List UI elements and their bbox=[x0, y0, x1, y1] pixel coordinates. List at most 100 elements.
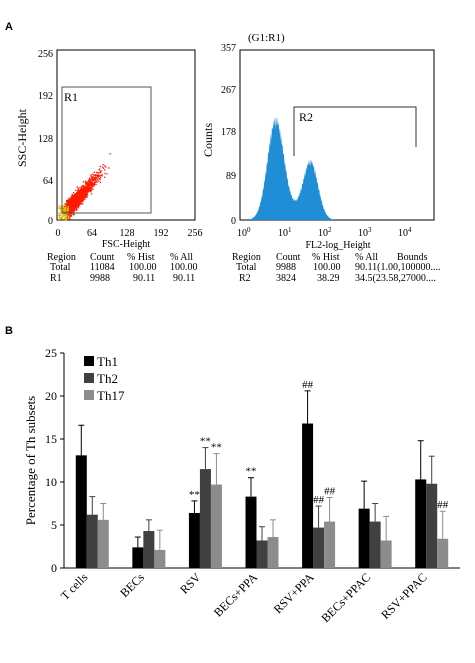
scatter-point bbox=[81, 199, 83, 201]
scatter-point bbox=[81, 191, 83, 193]
scatter-point bbox=[96, 179, 99, 181]
scatter-point bbox=[69, 203, 72, 206]
scatter-point bbox=[68, 210, 70, 212]
scatter-point bbox=[70, 204, 72, 207]
scatter-point bbox=[75, 198, 77, 200]
histogram-yticks: 0 89 178 267 357 bbox=[221, 43, 236, 227]
scatter-point bbox=[72, 198, 74, 200]
histogram-xtick: 104 bbox=[398, 226, 412, 239]
scatter-point bbox=[91, 183, 93, 186]
scatter-xtick: 192 bbox=[154, 228, 169, 239]
scatter-point bbox=[69, 203, 71, 205]
scatter-point bbox=[92, 177, 94, 180]
scatter-point bbox=[77, 205, 79, 207]
scatter-point bbox=[78, 190, 80, 192]
category-label: BECs bbox=[117, 570, 147, 600]
stats-cell: Total bbox=[50, 262, 71, 273]
scatter-point bbox=[95, 174, 97, 176]
scatter-point bbox=[89, 188, 91, 190]
scatter-point bbox=[84, 198, 86, 200]
histogram-xtick: 100 bbox=[237, 226, 251, 239]
scatter-point bbox=[92, 179, 94, 182]
scatter-point bbox=[100, 175, 102, 177]
scatter-point bbox=[60, 217, 62, 219]
category-label: RSV+PPA bbox=[271, 570, 317, 616]
scatter-point bbox=[71, 209, 73, 211]
scatter-point bbox=[70, 197, 73, 199]
scatter-point bbox=[74, 203, 76, 206]
scatter-point bbox=[61, 216, 63, 219]
scatter-point bbox=[59, 212, 62, 215]
category-label: T cells bbox=[58, 570, 91, 603]
scatter-point bbox=[76, 192, 79, 194]
scatter-point bbox=[73, 201, 75, 203]
scatter-point bbox=[65, 214, 68, 216]
scatter-point bbox=[75, 207, 77, 209]
scatter-point bbox=[77, 189, 79, 191]
bar-th1-3 bbox=[245, 496, 257, 568]
scatter-point bbox=[99, 181, 101, 183]
scatter-point bbox=[66, 218, 68, 220]
scatter-point bbox=[88, 185, 90, 187]
scatter-point bbox=[85, 190, 87, 193]
scatter-point bbox=[95, 181, 97, 183]
stats-cell: 90.11(1.00,100000.... bbox=[355, 262, 440, 273]
scatter-point bbox=[62, 205, 64, 208]
scatter-point bbox=[77, 187, 79, 189]
scatter-point bbox=[67, 199, 69, 201]
bar-th2-5 bbox=[369, 521, 381, 568]
scatter-ytick: 0 bbox=[48, 216, 53, 227]
legend-swatch bbox=[84, 390, 94, 400]
scatter-point bbox=[64, 217, 66, 219]
scatter-point bbox=[104, 165, 106, 167]
significance-mark: ** bbox=[211, 442, 222, 454]
scatter-point bbox=[95, 172, 98, 174]
scatter-ylabel: SSC-Height bbox=[15, 108, 29, 167]
scatter-point bbox=[103, 176, 106, 178]
scatter-point bbox=[78, 200, 80, 202]
scatter-point bbox=[69, 218, 71, 220]
scatter-point bbox=[77, 191, 79, 193]
scatter-point bbox=[75, 200, 77, 202]
scatter-point bbox=[72, 206, 74, 208]
histogram-ytick: 89 bbox=[226, 171, 236, 182]
scatter-point bbox=[93, 178, 95, 180]
histogram-xtick: 103 bbox=[358, 226, 372, 239]
scatter-point bbox=[69, 204, 71, 206]
scatter-point bbox=[71, 204, 73, 206]
scatter-xlabel: FSC-Height bbox=[102, 239, 151, 250]
stats-header: % Hist bbox=[312, 252, 340, 263]
scatter-point bbox=[86, 189, 88, 191]
scatter-point bbox=[83, 194, 85, 196]
scatter-point bbox=[95, 180, 97, 182]
scatter-point bbox=[82, 181, 85, 183]
significance-mark: ** bbox=[246, 466, 257, 478]
significance-mark: ** bbox=[189, 489, 200, 501]
scatter-point bbox=[67, 201, 69, 203]
scatter-point bbox=[61, 217, 64, 219]
bar-th1-0 bbox=[75, 455, 87, 568]
scatter-point bbox=[77, 200, 79, 202]
scatter-point bbox=[83, 196, 86, 198]
stats-header: Region bbox=[232, 252, 261, 263]
scatter-point bbox=[78, 196, 80, 198]
stats-header: % Hist bbox=[127, 252, 155, 263]
panel-b-label: B bbox=[5, 325, 13, 337]
scatter-point bbox=[59, 209, 61, 211]
scatter-point bbox=[98, 180, 100, 182]
legend-label: Th17 bbox=[97, 388, 125, 403]
legend-swatch bbox=[84, 373, 94, 383]
scatter-points bbox=[58, 153, 111, 221]
stats-header: % All bbox=[170, 252, 193, 263]
histogram-ytick: 357 bbox=[221, 43, 236, 54]
scatter-point bbox=[64, 211, 66, 213]
scatter-point bbox=[105, 166, 107, 168]
scatter-point bbox=[102, 164, 104, 166]
bar-th1-2 bbox=[188, 512, 200, 568]
scatter-point bbox=[65, 203, 67, 205]
scatter-point bbox=[86, 182, 88, 184]
scatter-point bbox=[71, 199, 74, 201]
scatter-xtick: 64 bbox=[87, 228, 97, 239]
scatter-point bbox=[109, 153, 111, 155]
